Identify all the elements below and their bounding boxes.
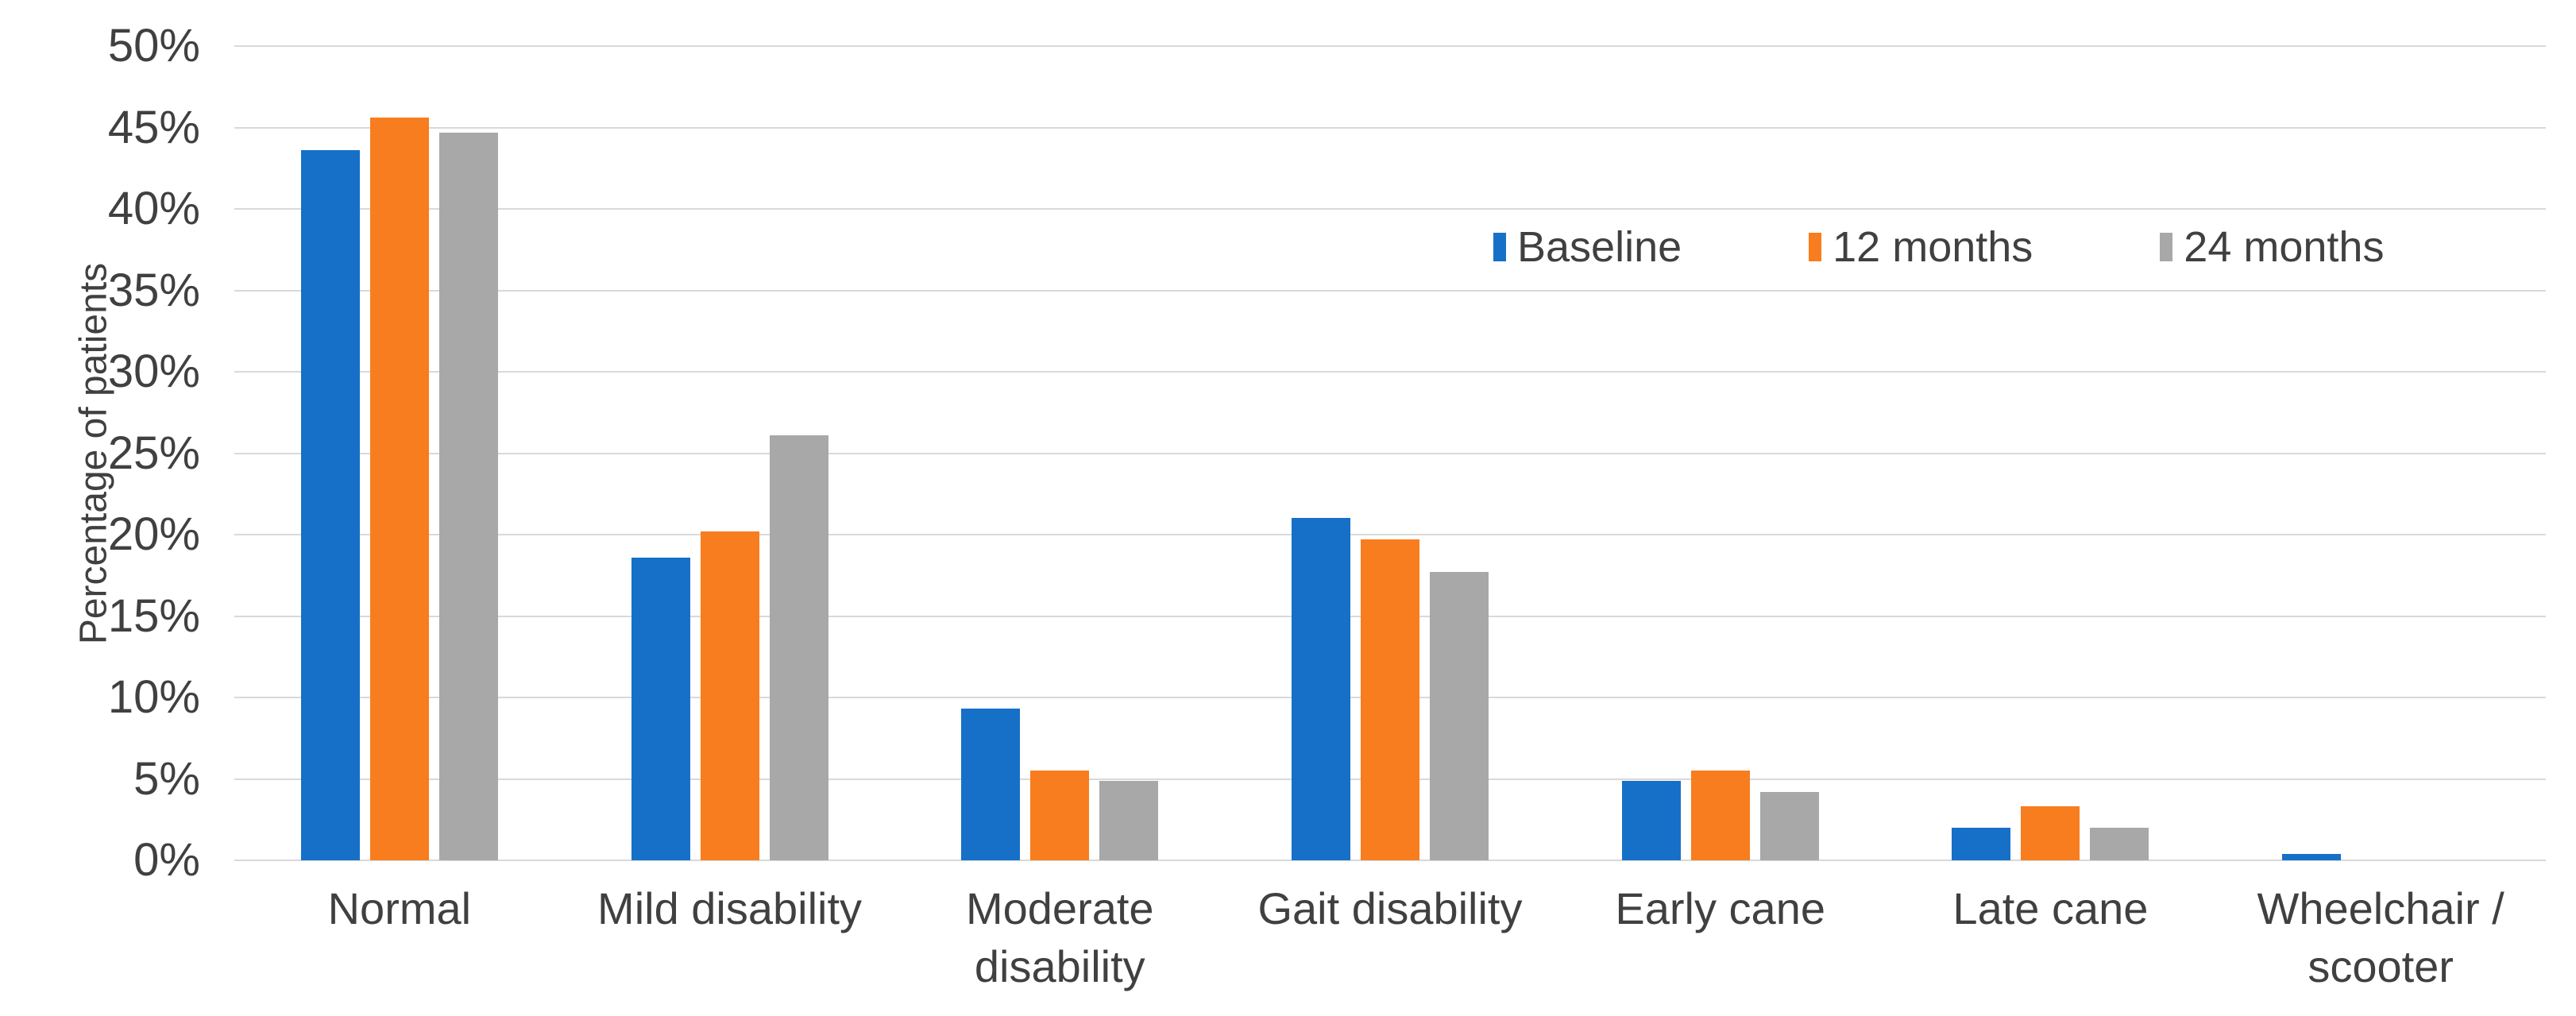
y-axis-tick: 30% bbox=[107, 346, 200, 397]
bar-24-months bbox=[1430, 572, 1489, 860]
legend-item-24-months: 24 months bbox=[2160, 226, 2384, 268]
y-axis-tick: 0% bbox=[133, 834, 200, 886]
y-axis-tick: 35% bbox=[107, 264, 200, 316]
y-axis-tick: 15% bbox=[107, 589, 200, 642]
gridline bbox=[234, 208, 2546, 210]
gridline bbox=[234, 371, 2546, 373]
category-label: Late cane bbox=[1952, 883, 2149, 933]
bar-24-months bbox=[439, 133, 498, 860]
gridline bbox=[234, 126, 2546, 129]
bar-12-months bbox=[701, 531, 759, 860]
bar-baseline bbox=[301, 150, 360, 860]
bar-baseline bbox=[1952, 828, 2010, 860]
legend-item-baseline: Baseline bbox=[1493, 226, 1682, 268]
legend-item-12-months: 12 months bbox=[1809, 226, 2033, 268]
y-axis-tick: 5% bbox=[133, 752, 200, 805]
bar-24-months bbox=[1099, 781, 1158, 860]
bar-12-months bbox=[1030, 771, 1089, 860]
legend-label: 24 months bbox=[2184, 223, 2385, 271]
legend-marker-icon bbox=[1809, 233, 1822, 261]
bar-baseline bbox=[631, 558, 690, 860]
y-axis-tick: 40% bbox=[107, 183, 200, 234]
bar-24-months bbox=[2090, 828, 2149, 860]
bar-24-months bbox=[770, 435, 828, 860]
y-axis-tick: 25% bbox=[107, 427, 200, 479]
gridline bbox=[234, 289, 2546, 292]
bar-baseline bbox=[1622, 781, 1681, 860]
bar-baseline bbox=[1292, 518, 1350, 860]
y-axis-tick: 10% bbox=[107, 671, 200, 723]
x-axis-line bbox=[234, 860, 2546, 861]
bar-12-months bbox=[370, 118, 429, 860]
category-label: Normal bbox=[327, 883, 472, 933]
bar-baseline bbox=[2282, 854, 2341, 860]
bar-12-months bbox=[2021, 806, 2080, 860]
gridline bbox=[234, 45, 2546, 47]
bar-baseline bbox=[961, 709, 1020, 860]
legend-label: Baseline bbox=[1517, 223, 1682, 271]
bar-12-months bbox=[1691, 771, 1750, 860]
legend-label: 12 months bbox=[1833, 223, 2033, 271]
category-label: Moderate disability bbox=[965, 883, 1154, 991]
category-label: Gait disability bbox=[1257, 883, 1523, 933]
y-axis-tick: 20% bbox=[107, 508, 200, 560]
gridline bbox=[234, 534, 2546, 535]
chart-legend: Baseline 12 months 24 months bbox=[1493, 226, 2384, 268]
bar-24-months bbox=[1760, 792, 1819, 860]
legend-marker-icon bbox=[2160, 233, 2173, 261]
bar-12-months bbox=[1361, 539, 1419, 860]
y-axis-tick: 50% bbox=[107, 20, 200, 71]
legend-marker-icon bbox=[1493, 233, 1506, 261]
category-label: Early cane bbox=[1615, 883, 1825, 933]
category-label: Mild disability bbox=[597, 883, 863, 933]
gridline bbox=[234, 452, 2546, 454]
category-label: Wheelchair / scooter bbox=[2257, 883, 2505, 991]
y-axis-tick: 45% bbox=[107, 101, 200, 153]
